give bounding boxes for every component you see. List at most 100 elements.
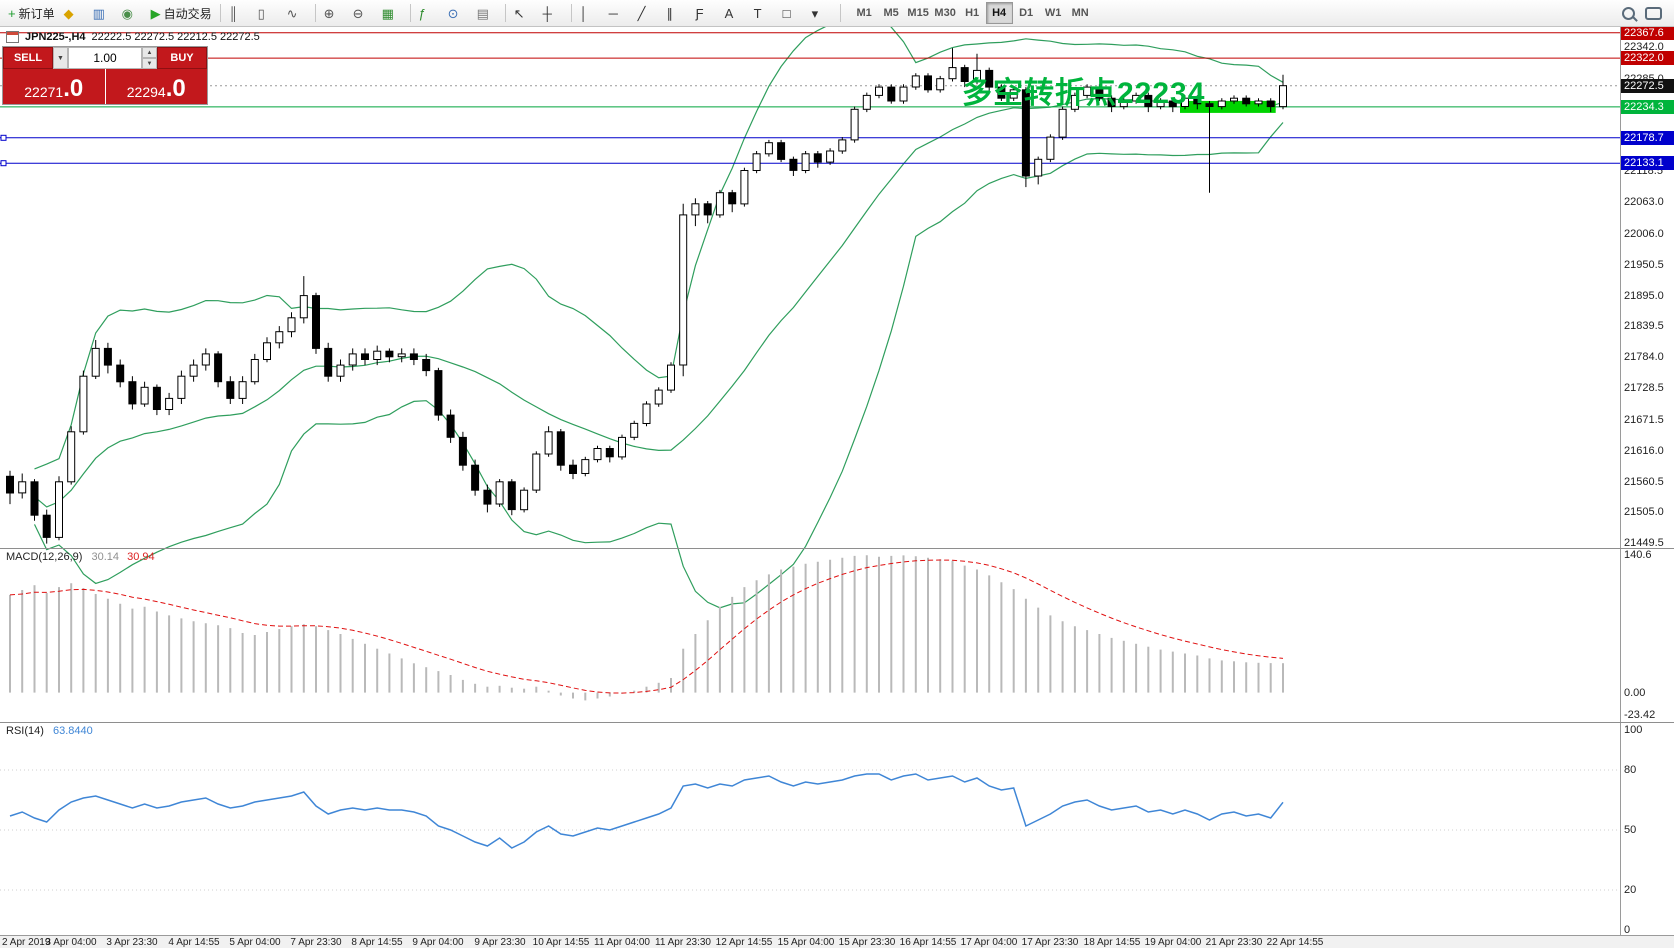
periods-button[interactable]: ⊙ bbox=[444, 1, 472, 25]
fibonacci-icon: Ƒ bbox=[695, 5, 704, 21]
one-click-trading-panel: SELL ▼ ▲ ▼ BUY 22271.0 22294.0 bbox=[2, 46, 208, 105]
time-axis-label: 12 Apr 14:55 bbox=[715, 937, 773, 948]
search-icon[interactable] bbox=[1622, 6, 1635, 20]
text-label-button[interactable]: T bbox=[750, 1, 778, 25]
volume-up-button[interactable]: ▲ bbox=[142, 47, 157, 58]
arrows-dropdown-icon: ▾ bbox=[811, 5, 819, 21]
crosshair-button[interactable]: ┼ bbox=[539, 1, 567, 25]
time-axis-label: 19 Apr 04:00 bbox=[1144, 937, 1202, 948]
sell-price-main: 22271 bbox=[24, 84, 64, 100]
price-axis-label: 21839.5 bbox=[1624, 320, 1664, 332]
price-tag-22234.3: 22234.3 bbox=[1621, 100, 1674, 114]
time-axis-label: 3 Apr 23:30 bbox=[106, 937, 158, 948]
auto-trading-button[interactable]: ▶ 自动交易 bbox=[147, 1, 216, 25]
cursor-icon: ↖ bbox=[513, 5, 525, 21]
price-axis-label: 21950.5 bbox=[1624, 259, 1664, 271]
buy-button[interactable]: BUY bbox=[157, 47, 207, 69]
timeframe-d1-button[interactable]: D1 bbox=[1019, 7, 1034, 19]
macd-axis-label: 140.6 bbox=[1624, 549, 1652, 561]
toolbar-separator bbox=[504, 4, 506, 22]
timeframe-m5-button[interactable]: M5 bbox=[883, 7, 899, 19]
navigator-icon: ◉ bbox=[121, 5, 133, 21]
timeframe-h1-button[interactable]: H1 bbox=[965, 7, 980, 19]
data-window-button[interactable]: ▥ bbox=[89, 1, 117, 25]
shapes-button[interactable]: □ bbox=[779, 1, 807, 25]
macd-value: 30.14 bbox=[91, 551, 120, 563]
macd-signal-value: 30.94 bbox=[127, 551, 155, 563]
trendline-button[interactable]: ╱ bbox=[634, 1, 662, 25]
horizontal-line-button[interactable]: ─ bbox=[605, 1, 633, 25]
zoom-in-icon: ⊕ bbox=[323, 5, 335, 21]
arrows-dropdown-button[interactable]: ▾ bbox=[808, 1, 836, 25]
macd-name: MACD(12,26,9) bbox=[6, 551, 83, 563]
timeframe-toolbar: M1 M5 M15 M30 H1 H4 D1 W1 MN bbox=[851, 2, 1094, 24]
sell-button[interactable]: SELL bbox=[3, 47, 53, 69]
price-axis[interactable]: 22342.022285.022118.522063.022006.021950… bbox=[1621, 26, 1674, 936]
vertical-line-button[interactable]: │ bbox=[576, 1, 604, 25]
chart-window-icon bbox=[6, 31, 19, 43]
indicators-button[interactable]: ƒ bbox=[415, 1, 443, 25]
time-axis-label: 17 Apr 04:00 bbox=[960, 937, 1018, 948]
new-order-icon: + bbox=[8, 5, 16, 21]
zoom-in-button[interactable]: ⊕ bbox=[320, 1, 348, 25]
time-axis-label: 2 Apr 2019 bbox=[2, 937, 51, 948]
timeframe-m30-button[interactable]: M30 bbox=[934, 7, 956, 19]
main-chart-area[interactable] bbox=[0, 27, 1620, 548]
time-axis[interactable]: 2 Apr 2019 3 Apr 04:00 3 Apr 23:30 4 Apr 14… bbox=[0, 935, 1674, 948]
fibonacci-button[interactable]: Ƒ bbox=[692, 1, 720, 25]
chat-icon[interactable] bbox=[1645, 6, 1662, 20]
crosshair-icon: ┼ bbox=[542, 5, 552, 21]
chart-line-button[interactable]: ∿ bbox=[283, 1, 311, 25]
templates-button[interactable]: ▤ bbox=[473, 1, 501, 25]
new-order-label: 新订单 bbox=[18, 6, 55, 21]
price-tag-22133.1: 22133.1 bbox=[1621, 156, 1674, 170]
toolbar-separator bbox=[409, 4, 411, 22]
navigator-button[interactable]: ◉ bbox=[118, 1, 146, 25]
sell-price[interactable]: 22271.0 bbox=[3, 69, 105, 104]
chart-bars-button[interactable]: ║ bbox=[225, 1, 253, 25]
price-axis-label: 22342.0 bbox=[1624, 41, 1664, 53]
vertical-line-icon: │ bbox=[579, 5, 588, 21]
time-axis-label: 15 Apr 23:30 bbox=[838, 937, 896, 948]
shapes-icon: □ bbox=[782, 5, 791, 21]
timeframe-h4-button[interactable]: H4 bbox=[985, 2, 1013, 24]
rsi-panel-separator[interactable] bbox=[0, 722, 1674, 723]
horizontal-line-icon: ─ bbox=[608, 5, 618, 21]
symbol-label: JPN225-,H4 bbox=[25, 31, 86, 43]
volume-dropdown-button[interactable]: ▼ bbox=[53, 47, 68, 69]
auto-trading-label: 自动交易 bbox=[163, 6, 212, 21]
price-axis-label: 21505.0 bbox=[1624, 506, 1664, 518]
new-order-button[interactable]: + 新订单 bbox=[4, 1, 59, 25]
time-axis-label: 9 Apr 04:00 bbox=[412, 937, 464, 948]
volume-input[interactable] bbox=[68, 47, 142, 69]
time-axis-label: 11 Apr 04:00 bbox=[594, 937, 650, 948]
macd-panel-separator[interactable] bbox=[0, 548, 1674, 549]
cursor-button[interactable]: ↖ bbox=[510, 1, 538, 25]
chart-annotation-text: 多空转折点22234 bbox=[962, 77, 1206, 110]
timeframe-m15-button[interactable]: M15 bbox=[907, 7, 929, 19]
buy-price-pips: .0 bbox=[165, 75, 186, 102]
chart-bars-icon: ║ bbox=[228, 5, 238, 21]
time-axis-label: 11 Apr 23:30 bbox=[655, 937, 711, 948]
up-arrow-icon: ▲ bbox=[146, 49, 153, 56]
zoom-out-button[interactable]: ⊖ bbox=[349, 1, 377, 25]
timeframe-m1-button[interactable]: M1 bbox=[856, 7, 872, 19]
equidistant-channel-button[interactable]: ∥ bbox=[663, 1, 691, 25]
rsi-panel-area[interactable] bbox=[0, 723, 1620, 935]
time-axis-label: 15 Apr 04:00 bbox=[777, 937, 835, 948]
grid-button[interactable]: ▦ bbox=[378, 1, 406, 25]
toolbar-separator bbox=[839, 4, 841, 22]
buy-price[interactable]: 22294.0 bbox=[105, 69, 207, 104]
price-axis-label: 21560.5 bbox=[1624, 476, 1664, 488]
timeframe-w1-button[interactable]: W1 bbox=[1044, 7, 1062, 19]
volume-down-button[interactable]: ▼ bbox=[142, 58, 157, 69]
time-axis-label: 21 Apr 23:30 bbox=[1205, 937, 1263, 948]
rsi-indicator-label: RSI(14) 63.8440 bbox=[6, 725, 93, 737]
price-axis-label: 21449.5 bbox=[1624, 537, 1664, 549]
chart-candles-button[interactable]: ▯ bbox=[254, 1, 282, 25]
market-watch-button[interactable]: ◆ bbox=[60, 1, 88, 25]
text-button[interactable]: A bbox=[721, 1, 749, 25]
macd-panel-area[interactable] bbox=[0, 549, 1620, 721]
down-arrow-icon: ▼ bbox=[146, 60, 153, 67]
timeframe-mn-button[interactable]: MN bbox=[1071, 7, 1089, 19]
